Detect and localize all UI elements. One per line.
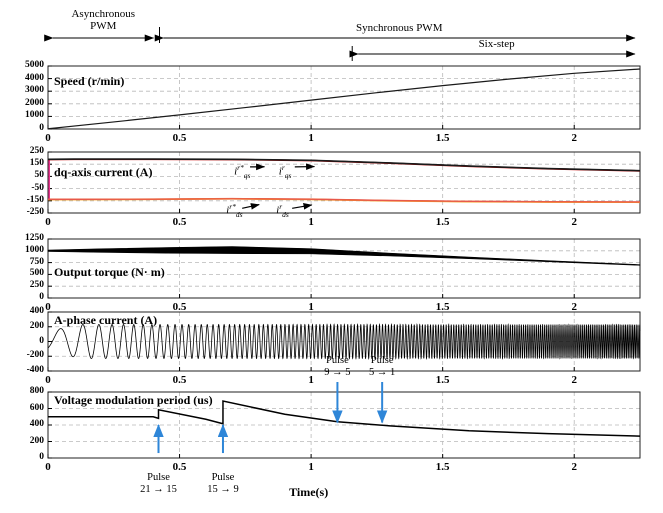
ytick-label-voltage-modulation-period: 0: [39, 452, 44, 462]
xtick-label-a-phase-current-1: 0.5: [172, 374, 187, 386]
xtick-label-output-torque-2: 1: [308, 301, 314, 313]
ytick-label-output-torque: 0: [39, 292, 44, 302]
plot-frame-speed: [47, 65, 641, 130]
xtick-label-output-torque-0: 0: [45, 301, 51, 313]
pulse-label-pulse-5-1: Pulse 5 → 1: [369, 355, 396, 379]
xtick-label-dq-axis-current-3: 1.5: [435, 216, 450, 228]
xtick-label-output-torque-1: 0.5: [172, 301, 187, 313]
ytick-label-dq-axis-current: -50: [31, 182, 44, 193]
axis-label-time: Time(s): [289, 485, 329, 499]
ytick-label-output-torque: 500: [29, 268, 44, 279]
plot-title-a-phase-current: A-phase current (A): [54, 313, 158, 327]
series-band-output-torque: [47, 246, 641, 266]
xtick-label-dq-axis-current-2: 1: [308, 216, 314, 228]
xtick-label-voltage-modulation-period-2: 1: [308, 461, 314, 473]
ytick-label-dq-axis-current: -250: [26, 207, 44, 217]
pulse-label-pulse-9-5: Pulse 9 → 5: [324, 355, 351, 379]
ytick-label-a-phase-current: -200: [26, 350, 44, 361]
xtick-label-dq-axis-current-0: 0: [45, 216, 51, 228]
ytick-label-speed: 1000: [25, 110, 44, 121]
ytick-label-output-torque: 750: [29, 256, 44, 267]
xtick-label-voltage-modulation-period-0: 0: [45, 461, 51, 473]
ytick-label-voltage-modulation-period: 600: [29, 402, 44, 413]
pulse-label-pulse-15-9: Pulse 15 → 9: [207, 472, 239, 496]
ytick-label-a-phase-current: 200: [29, 320, 44, 331]
xtick-label-dq-axis-current-1: 0.5: [172, 216, 187, 228]
annotation-label-synchronous-pwm: Synchronous PWM: [356, 22, 443, 34]
xtick-label-voltage-modulation-period-4: 2: [571, 461, 577, 473]
ytick-label-speed: 2000: [25, 97, 44, 108]
arrow-ids-label: [292, 203, 313, 210]
series-line-dq-axis-current: [47, 158, 641, 172]
xtick-label-speed-2: 1: [308, 132, 314, 144]
ytick-label-a-phase-current: 400: [29, 306, 44, 316]
ytick-label-output-torque: 250: [29, 280, 44, 291]
ytick-label-output-torque: 1000: [25, 244, 44, 255]
series-line-dq-axis-current: [48, 198, 641, 203]
xtick-label-a-phase-current-3: 1.5: [435, 374, 450, 386]
annotation-label-six-step: Six-step: [478, 38, 515, 50]
ids-ref-label: ir*ds: [226, 202, 243, 220]
ytick-label-a-phase-current: 0: [39, 335, 44, 346]
plot-title-speed: Speed (r/min): [54, 74, 125, 88]
annotation-label-asynchronous-pwm: Asynchronous PWM: [71, 8, 136, 33]
ytick-label-speed: 3000: [25, 85, 44, 96]
xtick-label-output-torque-4: 2: [571, 301, 577, 313]
ytick-label-output-torque: 1250: [25, 233, 44, 243]
xtick-label-speed-1: 0.5: [172, 132, 187, 144]
plot-title-dq-axis-current: dq-axis current (A): [54, 165, 153, 179]
xtick-label-speed-3: 1.5: [435, 132, 450, 144]
ytick-label-speed: 4000: [25, 72, 44, 83]
xtick-label-dq-axis-current-4: 2: [571, 216, 577, 228]
ytick-label-dq-axis-current: 150: [29, 158, 44, 169]
xtick-label-voltage-modulation-period-1: 0.5: [172, 461, 187, 473]
ytick-label-speed: 5000: [25, 60, 44, 70]
xtick-label-speed-0: 0: [45, 132, 51, 144]
ytick-label-dq-axis-current: -150: [26, 194, 44, 205]
ytick-label-voltage-modulation-period: 800: [29, 386, 44, 396]
xtick-label-a-phase-current-4: 2: [571, 374, 577, 386]
plot-title-output-torque: Output torque (N· m): [54, 265, 165, 279]
plot-frame-output-torque: [47, 238, 641, 299]
ytick-label-voltage-modulation-period: 200: [29, 435, 44, 446]
iqs-ref-label: ir*qs: [234, 162, 251, 180]
series-line-speed: [47, 68, 641, 130]
xtick-label-output-torque-3: 1.5: [435, 301, 450, 313]
ytick-label-dq-axis-current: 250: [29, 146, 44, 156]
ids-label: irds: [276, 202, 289, 220]
plot-frame-dq-axis-current: [47, 151, 641, 214]
xtick-label-voltage-modulation-period-3: 1.5: [435, 461, 450, 473]
iqs-label: irqs: [278, 162, 292, 180]
plot-title-voltage-modulation-period: Voltage modulation period (us): [54, 393, 213, 407]
series-line-voltage-modulation-period: [48, 400, 641, 437]
ytick-label-a-phase-current: -400: [26, 365, 44, 375]
ytick-label-speed: 0: [39, 123, 44, 133]
arrow-ids-ref-label: [242, 203, 260, 210]
xtick-label-a-phase-current-2: 1: [308, 374, 314, 386]
xtick-label-speed-4: 2: [571, 132, 577, 144]
series-line-a-phase-current: [47, 322, 641, 361]
ytick-label-dq-axis-current: 50: [34, 170, 45, 181]
xtick-label-a-phase-current-0: 0: [45, 374, 51, 386]
ytick-label-voltage-modulation-period: 400: [29, 419, 44, 429]
pulse-label-pulse-21-15: Pulse 21 → 15: [140, 472, 177, 496]
